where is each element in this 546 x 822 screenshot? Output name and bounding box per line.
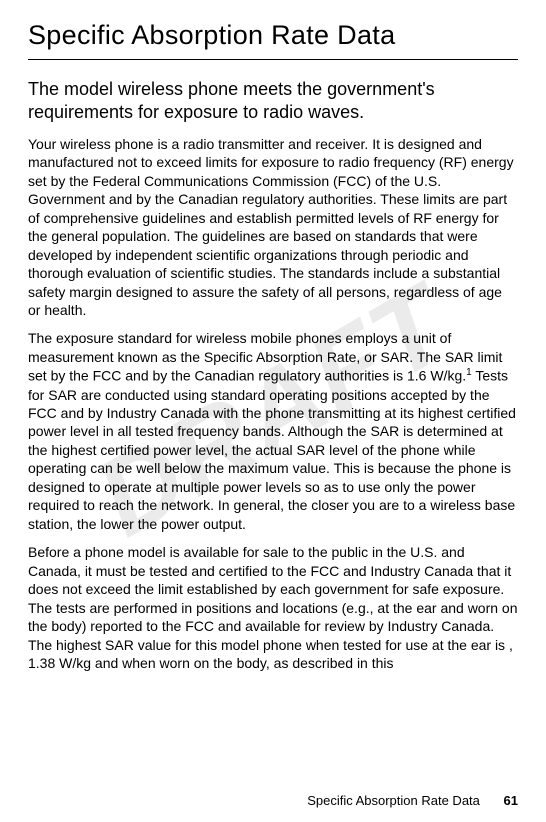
paragraph-3: Before a phone model is available for sa… <box>28 543 518 672</box>
subheading: The model wireless phone meets the gover… <box>28 78 518 125</box>
paragraph-1: Your wireless phone is a radio transmitt… <box>28 135 518 320</box>
title-divider <box>28 59 518 60</box>
footer-label: Specific Absorption Rate Data <box>307 793 480 808</box>
paragraph-2-part1: The exposure standard for wireless mobil… <box>28 330 502 384</box>
paragraph-2: The exposure standard for wireless mobil… <box>28 329 518 533</box>
paragraph-2-part2: Tests for SAR are conducted using standa… <box>28 368 516 532</box>
document-content: Specific Absorption Rate Data The model … <box>28 20 518 673</box>
page-title: Specific Absorption Rate Data <box>28 20 518 51</box>
page-footer: Specific Absorption Rate Data 61 <box>307 793 518 808</box>
footer-page-number: 61 <box>504 793 518 808</box>
